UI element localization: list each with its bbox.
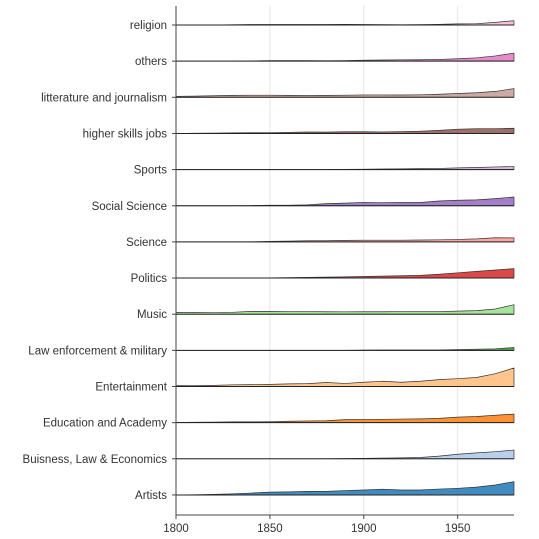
category-label-entertainment: Entertainment [95,382,167,394]
ridge-area-science [175,237,515,243]
ridge-area-higher-skills-jobs [175,127,515,134]
category-label-education-and-academy: Education and Academy [43,418,167,430]
category-label-others: others [135,56,167,68]
category-label-artists: Artists [135,490,167,502]
ridge-area-social-science [175,196,515,207]
ridge-area-artists [175,481,515,496]
ridge-area-religion [175,20,515,26]
category-label-buisness-law-economics: Buisness, Law & Economics [23,454,168,466]
x-tick-label-1900: 1900 [351,523,377,535]
category-labels: religion others litterature and journalism… [23,20,168,502]
category-label-higher-skills-jobs: higher skills jobs [83,128,168,140]
x-tick-label-1850: 1850 [257,523,283,535]
ridge-area-entertainment [175,367,515,387]
ridge-area-music [175,304,515,315]
category-label-law-enforcement-military: Law enforcement & military [28,345,167,357]
ridge-area-others [175,52,515,62]
category-label-religion: religion [130,20,167,32]
ridge-area-litterature-and-journalism [175,88,515,98]
axes: 1800 1850 1900 1950 [163,6,514,535]
category-label-science: Science [126,237,167,249]
category-label-litterature-and-journalism: litterature and journalism [41,92,167,104]
vertical-gridlines [175,6,459,515]
ridge-area-education-and-academy [175,413,515,423]
category-label-social-science: Social Science [92,201,167,213]
category-label-music: Music [137,309,167,321]
ridge-areas [175,20,515,496]
x-tick-label-1800: 1800 [163,523,189,535]
category-label-politics: Politics [131,273,168,285]
x-tick-label-1950: 1950 [445,523,471,535]
category-label-sports: Sports [134,165,167,177]
ridge-area-politics [175,268,515,279]
ridge-area-buisness-law-economics [175,449,515,460]
